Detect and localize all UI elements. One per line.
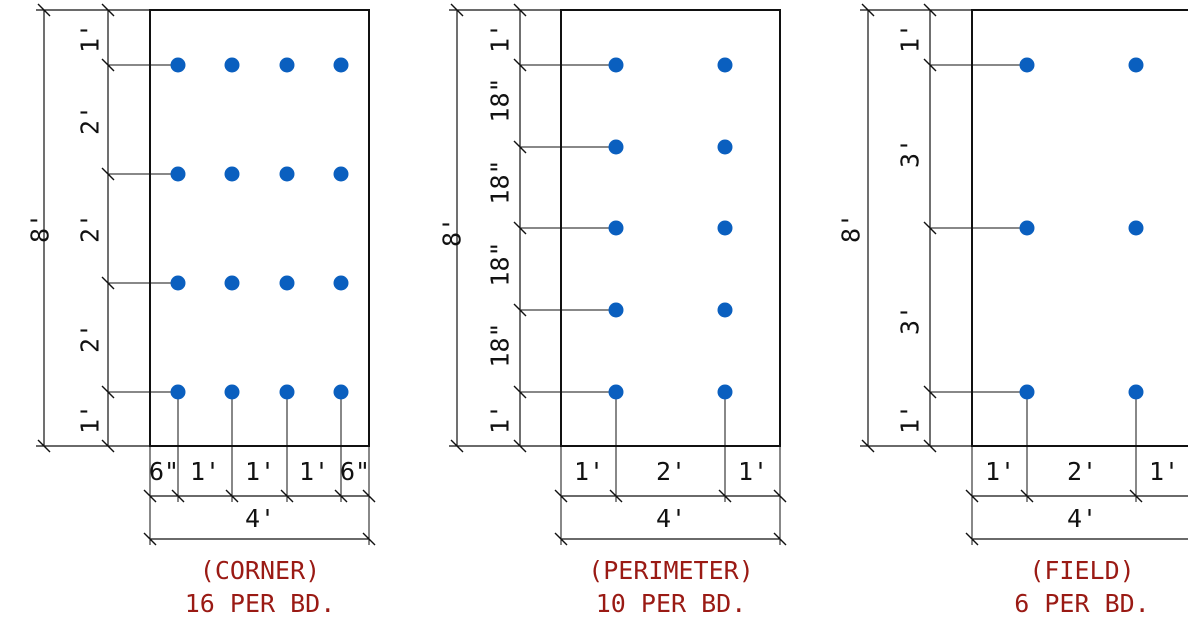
overall-width-label: 4' — [656, 504, 686, 533]
width-segment-label: 6" — [149, 457, 179, 486]
overall-height-dimension — [36, 3, 150, 453]
fastener-dot — [608, 302, 624, 318]
overall-width-dimension — [554, 532, 787, 546]
height-segment-label: 18" — [486, 77, 515, 122]
fastener-dot — [1128, 384, 1144, 400]
width-segments-dimension — [554, 392, 787, 545]
fastener-dot — [224, 57, 240, 73]
width-segment-label: 1' — [1149, 457, 1179, 486]
fastener-dot — [717, 302, 733, 318]
overall-width-dimension — [143, 532, 376, 546]
fastener-dot — [608, 220, 624, 236]
fastener-dot — [717, 220, 733, 236]
fastener-dot — [170, 57, 186, 73]
board-outline — [149, 9, 370, 447]
fastener-dot — [717, 384, 733, 400]
height-segment-label: 1' — [486, 23, 515, 53]
height-segment-label: 3' — [896, 138, 925, 168]
width-segment-label: 2' — [656, 457, 686, 486]
height-segments-dimension — [923, 3, 1027, 453]
fastener-dot — [333, 275, 349, 291]
fastener-grid — [170, 57, 349, 400]
height-segment-label: 18" — [486, 241, 515, 286]
height-segment-label: 1' — [76, 404, 105, 434]
panel-caption: (CORNER) — [200, 556, 320, 585]
width-segments-dimension — [143, 392, 376, 545]
overall-height-dimension — [860, 3, 972, 453]
fastener-dot — [333, 166, 349, 182]
overall-width-label: 4' — [245, 504, 275, 533]
fastener-dot — [224, 166, 240, 182]
panel-caption: (PERIMETER) — [588, 556, 754, 585]
fastener-grid — [608, 57, 733, 400]
fastener-dot — [608, 139, 624, 155]
fastener-dot — [717, 139, 733, 155]
overall-height-label: 8' — [438, 217, 467, 247]
overall-height-label: 8' — [837, 213, 866, 243]
fastener-dot — [279, 57, 295, 73]
width-segment-label: 1' — [574, 457, 604, 486]
height-segments-dimension — [101, 3, 178, 453]
fastener-count: 6 PER BD. — [1014, 589, 1149, 618]
height-segment-label: 18" — [486, 159, 515, 204]
width-segment-label: 2' — [1067, 457, 1097, 486]
overall-height-label: 8' — [26, 213, 55, 243]
fastener-grid — [1019, 57, 1144, 400]
overall-width-dimension — [965, 532, 1188, 546]
fastener-dot — [1128, 57, 1144, 73]
height-segment-label: 1' — [76, 23, 105, 53]
height-segments-dimension — [513, 3, 616, 453]
fastener-dot — [1019, 220, 1035, 236]
height-segment-label: 2' — [76, 323, 105, 353]
width-segment-label: 1' — [190, 457, 220, 486]
panel-perimeter: 8' 1' 18" 18" 18" 18" 1' — [438, 3, 787, 618]
height-segment-label: 18" — [486, 322, 515, 367]
width-segment-label: 1' — [299, 457, 329, 486]
width-segment-label: 1' — [245, 457, 275, 486]
height-segment-label: 1' — [896, 404, 925, 434]
fastener-dot — [170, 166, 186, 182]
fastener-dot — [170, 275, 186, 291]
height-segment-label: 2' — [76, 105, 105, 135]
fastener-dot — [279, 275, 295, 291]
fastener-dot — [1128, 220, 1144, 236]
fastener-dot — [717, 57, 733, 73]
fastener-count: 10 PER BD. — [596, 589, 747, 618]
fastener-dot — [224, 384, 240, 400]
panel-field: 8' 1' 3' 3' 1' 1' 2' 1' — [837, 3, 1188, 618]
panel-caption: (FIELD) — [1029, 556, 1134, 585]
height-segment-label: 1' — [896, 23, 925, 53]
width-segment-label: 6" — [340, 457, 370, 486]
fastener-dot — [333, 384, 349, 400]
fastener-dot — [224, 275, 240, 291]
panel-corner: 8' 1' 2' 2' 2' 1' — [26, 3, 376, 618]
fastener-dot — [608, 57, 624, 73]
width-segment-label: 1' — [985, 457, 1015, 486]
fastener-dot — [279, 166, 295, 182]
fastener-dot — [333, 57, 349, 73]
fastener-dot — [1019, 57, 1035, 73]
height-segment-label: 3' — [896, 305, 925, 335]
fastener-dot — [279, 384, 295, 400]
fastener-dot — [608, 384, 624, 400]
overall-width-label: 4' — [1067, 504, 1097, 533]
fastener-dot — [170, 384, 186, 400]
fastener-dot — [1019, 384, 1035, 400]
overall-height-dimension — [449, 3, 561, 453]
width-segment-label: 1' — [738, 457, 768, 486]
fastener-count: 16 PER BD. — [185, 589, 336, 618]
height-segment-label: 2' — [76, 213, 105, 243]
width-segments-dimension — [965, 392, 1188, 545]
height-segment-label: 1' — [486, 404, 515, 434]
